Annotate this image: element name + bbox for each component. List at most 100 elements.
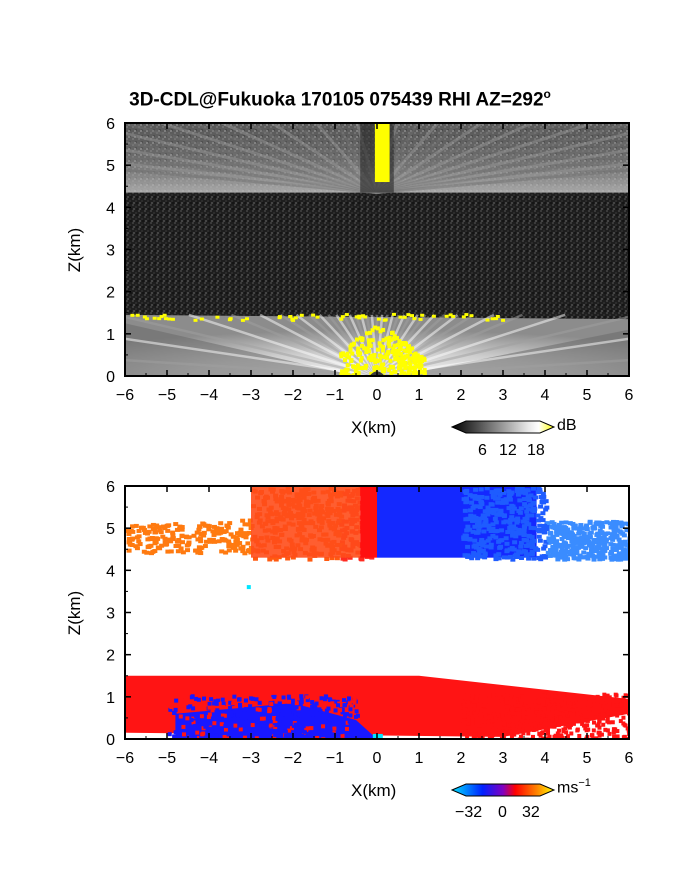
saturated-pixel bbox=[390, 330, 395, 335]
saturated-pixel bbox=[380, 369, 385, 374]
saturated-pixel bbox=[157, 317, 162, 321]
saturated-pixel bbox=[412, 317, 417, 321]
saturated-pixel bbox=[356, 352, 361, 357]
saturated-pixel bbox=[495, 314, 500, 318]
saturated-pixel bbox=[389, 371, 394, 376]
x-tick-label: −3 bbox=[242, 387, 260, 404]
x-tick-label: 5 bbox=[583, 387, 592, 404]
saturated-pixel bbox=[347, 355, 352, 360]
beam-ray bbox=[247, 123, 378, 194]
saturated-pixel bbox=[395, 343, 400, 348]
saturated-pixel bbox=[311, 313, 316, 317]
saturated-pixel bbox=[384, 355, 389, 360]
saturated-pixel bbox=[344, 353, 349, 358]
saturated-pixel bbox=[340, 351, 345, 356]
beam-ray bbox=[376, 123, 594, 195]
saturated-pixel bbox=[360, 366, 365, 371]
saturated-pixel bbox=[403, 364, 408, 369]
saturated-pixel bbox=[494, 317, 499, 321]
saturated-pixel bbox=[388, 338, 393, 343]
saturated-pixel bbox=[356, 350, 361, 355]
saturation-spike bbox=[374, 123, 390, 183]
saturated-pixel bbox=[365, 331, 370, 336]
saturated-pixel bbox=[398, 360, 403, 365]
saturated-pixel bbox=[357, 314, 362, 318]
beam-ray bbox=[160, 123, 378, 195]
saturated-pixel bbox=[398, 344, 403, 349]
saturated-pixel bbox=[215, 315, 220, 319]
beam-ray bbox=[188, 313, 378, 376]
saturated-pixel bbox=[170, 317, 175, 321]
saturated-pixel bbox=[355, 337, 360, 342]
saturated-pixel bbox=[391, 365, 396, 370]
saturated-pixel bbox=[152, 316, 157, 320]
saturated-pixel bbox=[378, 343, 383, 348]
saturated-pixel bbox=[339, 317, 344, 321]
colorbar-velocity-tick: −32 bbox=[455, 804, 483, 821]
beam-ray bbox=[376, 123, 507, 194]
saturated-pixel bbox=[364, 363, 369, 368]
y-tick-label: 5 bbox=[106, 158, 115, 175]
saturated-pixel bbox=[380, 345, 385, 350]
saturated-pixel bbox=[344, 313, 349, 317]
saturated-pixel bbox=[393, 356, 398, 361]
saturated-pixel bbox=[354, 315, 359, 319]
panel2-ylabel: Z(km) bbox=[65, 590, 85, 636]
beam-ray bbox=[125, 315, 378, 376]
saturated-pixel bbox=[448, 313, 453, 317]
saturated-pixel bbox=[342, 369, 347, 374]
saturated-pixel bbox=[400, 356, 405, 361]
beam-ray bbox=[376, 131, 629, 195]
saturated-pixel bbox=[372, 369, 377, 374]
saturated-pixel bbox=[384, 352, 389, 357]
colorbar-velocity bbox=[450, 783, 556, 797]
saturated-pixel bbox=[408, 350, 413, 355]
saturated-pixel bbox=[356, 366, 361, 371]
beam-ray bbox=[125, 148, 378, 195]
saturated-pixel bbox=[348, 344, 353, 349]
saturated-pixel bbox=[386, 341, 391, 346]
saturated-pixel bbox=[374, 365, 379, 370]
saturated-pixel bbox=[403, 340, 408, 345]
saturated-pixel bbox=[415, 358, 420, 363]
saturated-pixel bbox=[395, 348, 400, 353]
saturated-pixel bbox=[135, 313, 140, 317]
x-tick-label: −4 bbox=[200, 387, 218, 404]
beam-ray bbox=[376, 148, 629, 195]
beam-ray bbox=[125, 337, 378, 376]
saturated-pixel bbox=[381, 338, 386, 343]
saturated-pixel bbox=[419, 370, 424, 375]
beam-ray bbox=[125, 123, 378, 195]
saturated-pixel bbox=[398, 352, 403, 357]
saturated-pixel bbox=[142, 315, 147, 319]
saturated-pixel bbox=[370, 328, 375, 333]
saturated-pixel bbox=[355, 363, 360, 368]
saturated-pixel bbox=[412, 360, 417, 365]
beam-ray bbox=[125, 358, 378, 376]
saturated-pixel bbox=[400, 340, 405, 345]
saturated-pixel bbox=[407, 368, 412, 373]
saturated-pixel bbox=[375, 326, 380, 331]
saturated-pixel bbox=[406, 370, 411, 375]
saturated-pixel bbox=[451, 314, 456, 318]
saturated-pixel bbox=[407, 365, 412, 370]
saturated-pixel bbox=[391, 312, 396, 316]
saturated-pixel bbox=[370, 338, 375, 343]
saturated-pixel bbox=[469, 314, 474, 318]
saturated-pixel bbox=[357, 316, 362, 320]
saturated-pixel bbox=[418, 317, 423, 321]
saturated-pixel bbox=[418, 360, 423, 365]
saturated-pixel bbox=[399, 369, 404, 374]
saturated-pixel bbox=[339, 372, 344, 376]
saturated-pixel bbox=[288, 315, 293, 319]
saturated-pixel bbox=[378, 329, 383, 334]
x-tick-label: 1 bbox=[415, 387, 424, 404]
saturated-pixel bbox=[367, 349, 372, 354]
saturated-pixel bbox=[410, 356, 415, 361]
saturated-pixel bbox=[364, 350, 369, 355]
beam-ray bbox=[271, 123, 378, 194]
x-tick-label: 6 bbox=[625, 387, 634, 404]
colorbar-db-tick: 18 bbox=[527, 442, 545, 459]
saturated-pixel bbox=[362, 346, 367, 351]
saturated-pixel bbox=[293, 316, 298, 320]
